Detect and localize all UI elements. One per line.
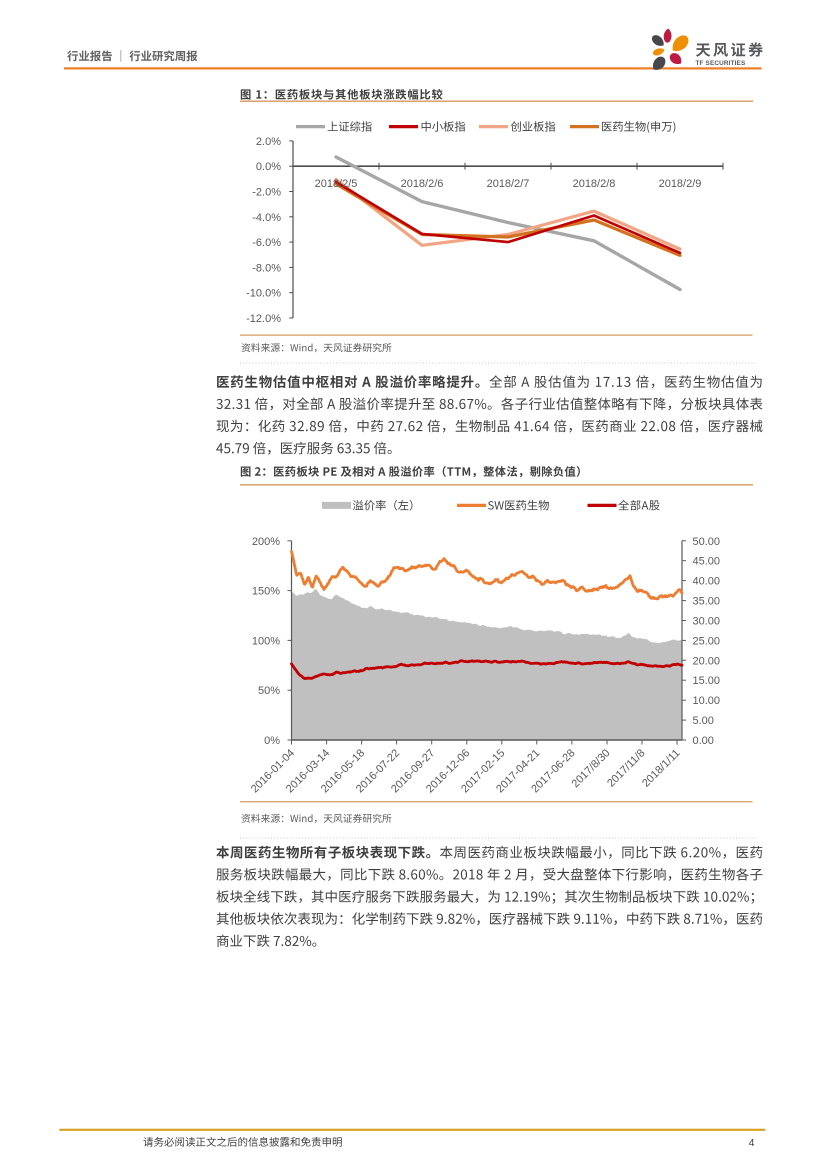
svg-text:10.00: 10.00 xyxy=(693,695,721,707)
svg-text:-10.0%: -10.0% xyxy=(246,288,281,300)
svg-text:2018/2/7: 2018/2/7 xyxy=(487,178,530,190)
svg-text:35.00: 35.00 xyxy=(693,596,721,608)
svg-text:4: 4 xyxy=(749,1137,755,1149)
svg-text:0.00: 0.00 xyxy=(693,735,714,747)
svg-text:150%: 150% xyxy=(252,586,280,598)
svg-text:5.00: 5.00 xyxy=(693,715,714,727)
svg-text:2018/2/5: 2018/2/5 xyxy=(315,178,358,190)
svg-text:2018/2/6: 2018/2/6 xyxy=(401,178,444,190)
svg-text:-2.0%: -2.0% xyxy=(252,187,281,199)
svg-text:-6.0%: -6.0% xyxy=(252,237,281,249)
svg-text:-8.0%: -8.0% xyxy=(252,262,281,274)
svg-text:25.00: 25.00 xyxy=(693,635,721,647)
svg-text:50%: 50% xyxy=(258,685,280,697)
svg-text:-4.0%: -4.0% xyxy=(252,212,281,224)
svg-text:0.0%: 0.0% xyxy=(256,161,281,173)
svg-text:2.0%: 2.0% xyxy=(256,136,281,148)
svg-text:-12.0%: -12.0% xyxy=(246,313,281,325)
svg-text:50.00: 50.00 xyxy=(693,536,721,548)
svg-text:TF SECURITIES: TF SECURITIES xyxy=(696,60,746,67)
svg-text:40.00: 40.00 xyxy=(693,576,721,588)
svg-text:2017/8/30: 2017/8/30 xyxy=(570,747,613,790)
svg-text:30.00: 30.00 xyxy=(693,615,721,627)
svg-text:20.00: 20.00 xyxy=(693,655,721,667)
svg-text:200%: 200% xyxy=(252,536,280,548)
svg-text:2018/1/11: 2018/1/11 xyxy=(640,747,683,790)
svg-text:0%: 0% xyxy=(264,735,280,747)
svg-text:2018/2/9: 2018/2/9 xyxy=(659,178,702,190)
svg-text:2018/2/8: 2018/2/8 xyxy=(573,178,616,190)
svg-text:45.00: 45.00 xyxy=(693,556,721,568)
svg-text:15.00: 15.00 xyxy=(693,675,721,687)
svg-text:100%: 100% xyxy=(252,635,280,647)
